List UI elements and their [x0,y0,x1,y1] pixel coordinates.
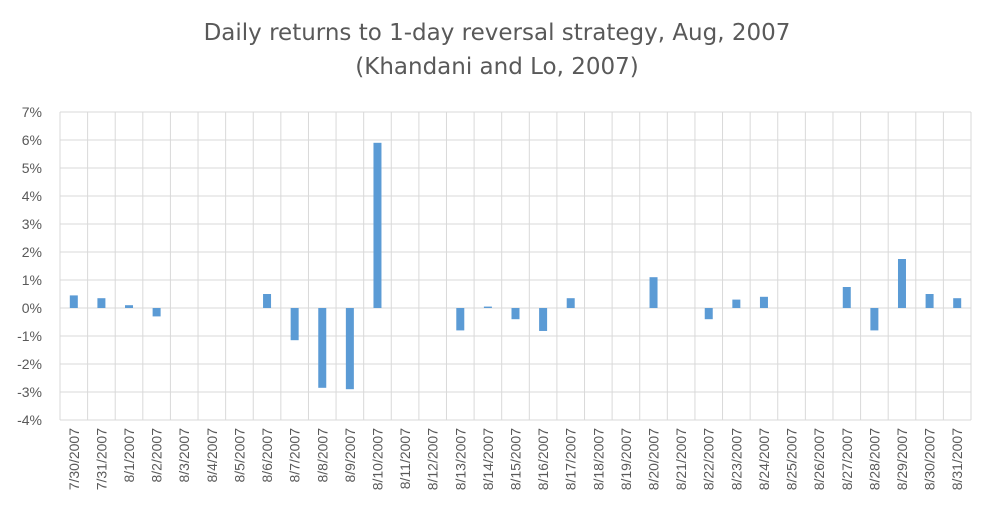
x-tick-label: 8/15/2007 [508,428,524,490]
y-tick-label: 4% [22,188,42,204]
bar [759,296,768,308]
x-tick-label: 8/20/2007 [646,428,662,490]
bar [704,308,713,320]
x-tick-label: 8/27/2007 [839,428,855,490]
x-tick-label: 8/13/2007 [452,428,468,490]
x-tick-label: 8/11/2007 [397,428,413,489]
x-tick-label: 8/22/2007 [701,428,717,490]
bar [870,308,879,331]
chart-subtitle: (Khandani and Lo, 2007) [355,54,639,80]
bar [125,305,134,308]
bar [69,295,78,308]
y-tick-label: -4% [17,412,42,428]
x-tick-label: 8/8/2007 [314,428,330,483]
bar [897,259,906,308]
bar [539,308,548,331]
bar [290,308,299,341]
x-tick-label: 8/19/2007 [618,428,634,490]
x-tick-label: 8/26/2007 [811,428,827,490]
y-tick-label: -2% [17,356,42,372]
x-tick-label: 8/9/2007 [342,428,358,483]
x-tick-label: 8/31/2007 [949,428,965,490]
x-tick-label: 8/2/2007 [149,428,165,483]
bars [69,142,962,390]
y-tick-label: -3% [17,384,42,400]
x-tick-label: 8/29/2007 [894,428,910,490]
x-tick-label: 8/28/2007 [866,428,882,490]
chart-title: Daily returns to 1-day reversal strategy… [203,20,791,46]
x-tick-label: 8/7/2007 [287,428,303,483]
x-tick-label: 8/10/2007 [369,428,385,490]
y-tick-label: 5% [22,160,42,176]
x-tick-label: 8/16/2007 [535,428,551,490]
bar [318,308,327,388]
bar [566,298,575,308]
x-tick-label: 8/25/2007 [784,428,800,490]
bar [649,277,658,308]
bar [152,308,161,317]
x-tick-label: 8/6/2007 [259,428,275,483]
bar [925,294,934,308]
y-tick-label: 1% [22,272,42,288]
bar [97,298,106,308]
x-axis-ticks: 7/30/2007 7/31/2007 8/1/2007 8/2/2007 8/3/20… [66,428,965,491]
bar [953,298,962,308]
x-tick-label: 8/14/2007 [480,428,496,490]
x-tick-label: 8/12/2007 [425,428,441,490]
bar [263,294,272,308]
bar [345,308,354,390]
x-tick-label: 8/5/2007 [231,428,247,483]
x-tick-label: 8/30/2007 [922,428,938,490]
bar [373,142,382,308]
x-tick-label: 8/4/2007 [204,428,220,483]
x-tick-label: 8/17/2007 [563,428,579,490]
bar [511,308,520,320]
x-tick-label: 8/24/2007 [756,428,772,490]
y-tick-label: 0% [22,300,42,316]
y-tick-label: 6% [22,132,42,148]
y-tick-label: 3% [22,216,42,232]
x-tick-label: 7/30/2007 [66,428,82,490]
y-tick-label: -1% [17,328,42,344]
x-tick-label: 8/23/2007 [728,428,744,490]
bar [483,306,492,308]
bar [456,308,465,331]
x-tick-label: 7/31/2007 [93,428,109,490]
y-tick-label: 2% [22,244,42,260]
bar [732,299,741,308]
bar [842,287,851,308]
x-tick-label: 8/3/2007 [176,428,192,483]
gridlines [59,111,972,421]
x-tick-label: 8/1/2007 [121,428,137,483]
x-tick-label: 8/18/2007 [590,428,606,490]
x-tick-label: 8/21/2007 [673,428,689,490]
y-tick-label: 7% [22,104,42,120]
y-axis-ticks: 7% 6% 5% 4% 3% 2% 1% 0% -1% -2% -3% -4% [17,104,42,428]
